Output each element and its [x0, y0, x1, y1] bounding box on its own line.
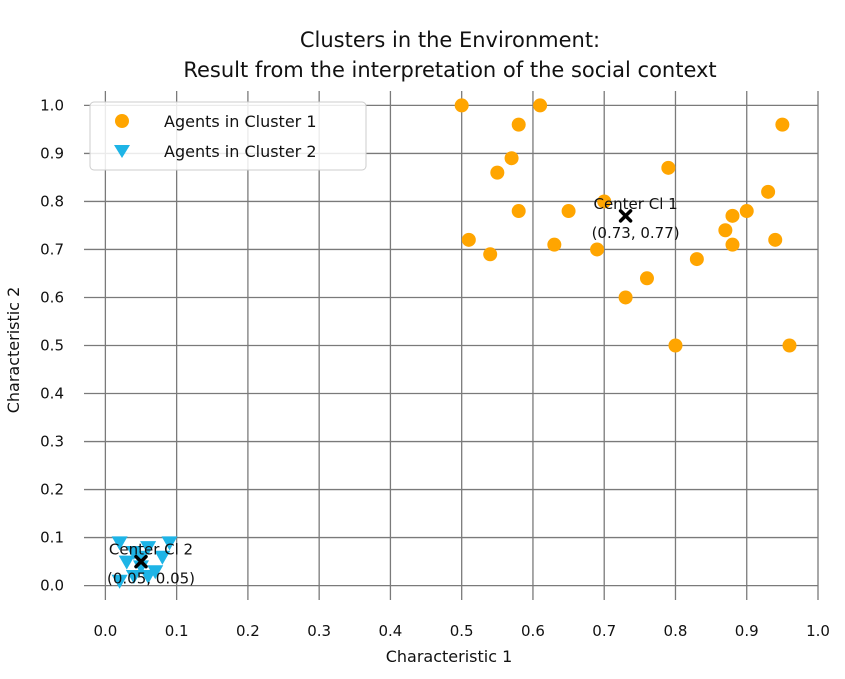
x-tick-label: 0.0 — [93, 622, 117, 640]
y-tick-label: 0.1 — [40, 529, 64, 547]
cluster-1-point — [739, 204, 754, 219]
cluster-2-point — [154, 550, 171, 565]
legend-marker-cluster-2 — [114, 145, 130, 158]
cluster-2-point — [161, 536, 178, 551]
cluster-1-point — [461, 232, 476, 247]
cluster-1-center-label: Center Cl 1 — [593, 195, 677, 213]
x-tick-label: 0.1 — [165, 622, 189, 640]
legend-label-cluster-2: Agents in Cluster 2 — [164, 142, 317, 161]
x-tick-label: 0.4 — [378, 622, 402, 640]
cluster-2-center-coords: (0.05, 0.05) — [107, 570, 195, 588]
chart-title: Clusters in the Environment: — [300, 28, 600, 52]
grid — [84, 91, 819, 600]
cluster-2-point — [140, 541, 157, 556]
cluster-1-point — [483, 247, 498, 262]
cluster-1-point — [761, 184, 776, 199]
cluster-1-point — [454, 98, 469, 113]
y-tick-labels: 0.0 0.1 0.2 0.3 0.4 0.5 0.6 0.7 0.8 0.9 1.0 — [40, 96, 64, 594]
cluster-2-center-marker — [134, 554, 148, 569]
cluster-1-center-marker — [618, 209, 633, 223]
cluster-centers: Center Cl 1 (0.73, 0.77) Center Cl 2 (0.05,… — [107, 195, 680, 588]
cluster-2-point — [125, 569, 142, 584]
cluster-1-point — [561, 204, 576, 219]
cluster-1-point — [782, 338, 797, 353]
cluster-1-point — [639, 271, 654, 286]
x-tick-label: 0.8 — [664, 622, 688, 640]
legend-marker-cluster-1 — [115, 114, 129, 128]
cluster-1-point — [547, 237, 562, 252]
cluster-1-point — [597, 194, 612, 209]
legend: Agents in Cluster 1 Agents in Cluster 2 — [89, 101, 367, 171]
data-points — [111, 98, 797, 589]
cluster-1-point — [725, 237, 740, 252]
y-tick-label: 0.5 — [40, 337, 64, 355]
cluster-2-point — [111, 574, 128, 589]
x-tick-label: 0.5 — [450, 622, 474, 640]
cluster-2-point — [147, 565, 164, 580]
y-axis-label: Characteristic 2 — [4, 287, 23, 414]
y-tick-label: 0.3 — [40, 433, 64, 451]
cluster-1-point — [511, 204, 526, 219]
cluster-2-point — [111, 536, 128, 551]
cluster-1-point — [504, 151, 519, 166]
x-axis-label: Characteristic 1 — [386, 647, 513, 666]
cluster-2-point — [140, 569, 157, 584]
x-tick-label: 0.2 — [236, 622, 260, 640]
y-tick-label: 1.0 — [40, 96, 64, 114]
cluster-1-point — [725, 208, 740, 223]
x-tick-labels: 0.0 0.1 0.2 0.3 0.4 0.5 0.6 0.7 0.8 0.9 1.0 — [93, 622, 829, 640]
y-tick-label: 0.9 — [40, 144, 64, 162]
cluster-1-point — [511, 117, 526, 132]
cluster-2-point — [118, 555, 135, 570]
y-tick-label: 0.0 — [40, 577, 64, 595]
x-tick-label: 0.7 — [592, 622, 616, 640]
x-tick-label: 0.9 — [735, 622, 759, 640]
cluster-1-point — [768, 232, 783, 247]
y-tick-label: 0.2 — [40, 481, 64, 499]
cluster-1-center-coords: (0.73, 0.77) — [592, 224, 680, 242]
x-tick-label: 1.0 — [806, 622, 830, 640]
cluster-1-point — [533, 98, 548, 113]
x-tick-label: 0.6 — [521, 622, 545, 640]
cluster-1-point — [689, 252, 704, 267]
chart-subtitle: Result from the interpretation of the so… — [183, 58, 716, 82]
cluster-2-center-label: Center Cl 2 — [109, 541, 193, 559]
cluster-1-point — [668, 338, 683, 353]
cluster-1-point — [490, 165, 505, 180]
cluster-1-point — [590, 242, 605, 257]
y-tick-label: 0.6 — [40, 288, 64, 306]
x-tick-label: 0.3 — [307, 622, 331, 640]
y-tick-label: 0.8 — [40, 192, 64, 210]
legend-label-cluster-1: Agents in Cluster 1 — [164, 112, 317, 131]
cluster-1-point — [618, 290, 633, 305]
y-tick-label: 0.7 — [40, 240, 64, 258]
cluster-1-point — [718, 223, 733, 238]
cluster-1-point — [661, 160, 676, 175]
cluster-2-point — [133, 550, 150, 565]
cluster-1-point — [775, 117, 790, 132]
cluster-2-point — [125, 545, 142, 560]
legend-box — [89, 101, 367, 171]
y-tick-label: 0.4 — [40, 385, 64, 403]
